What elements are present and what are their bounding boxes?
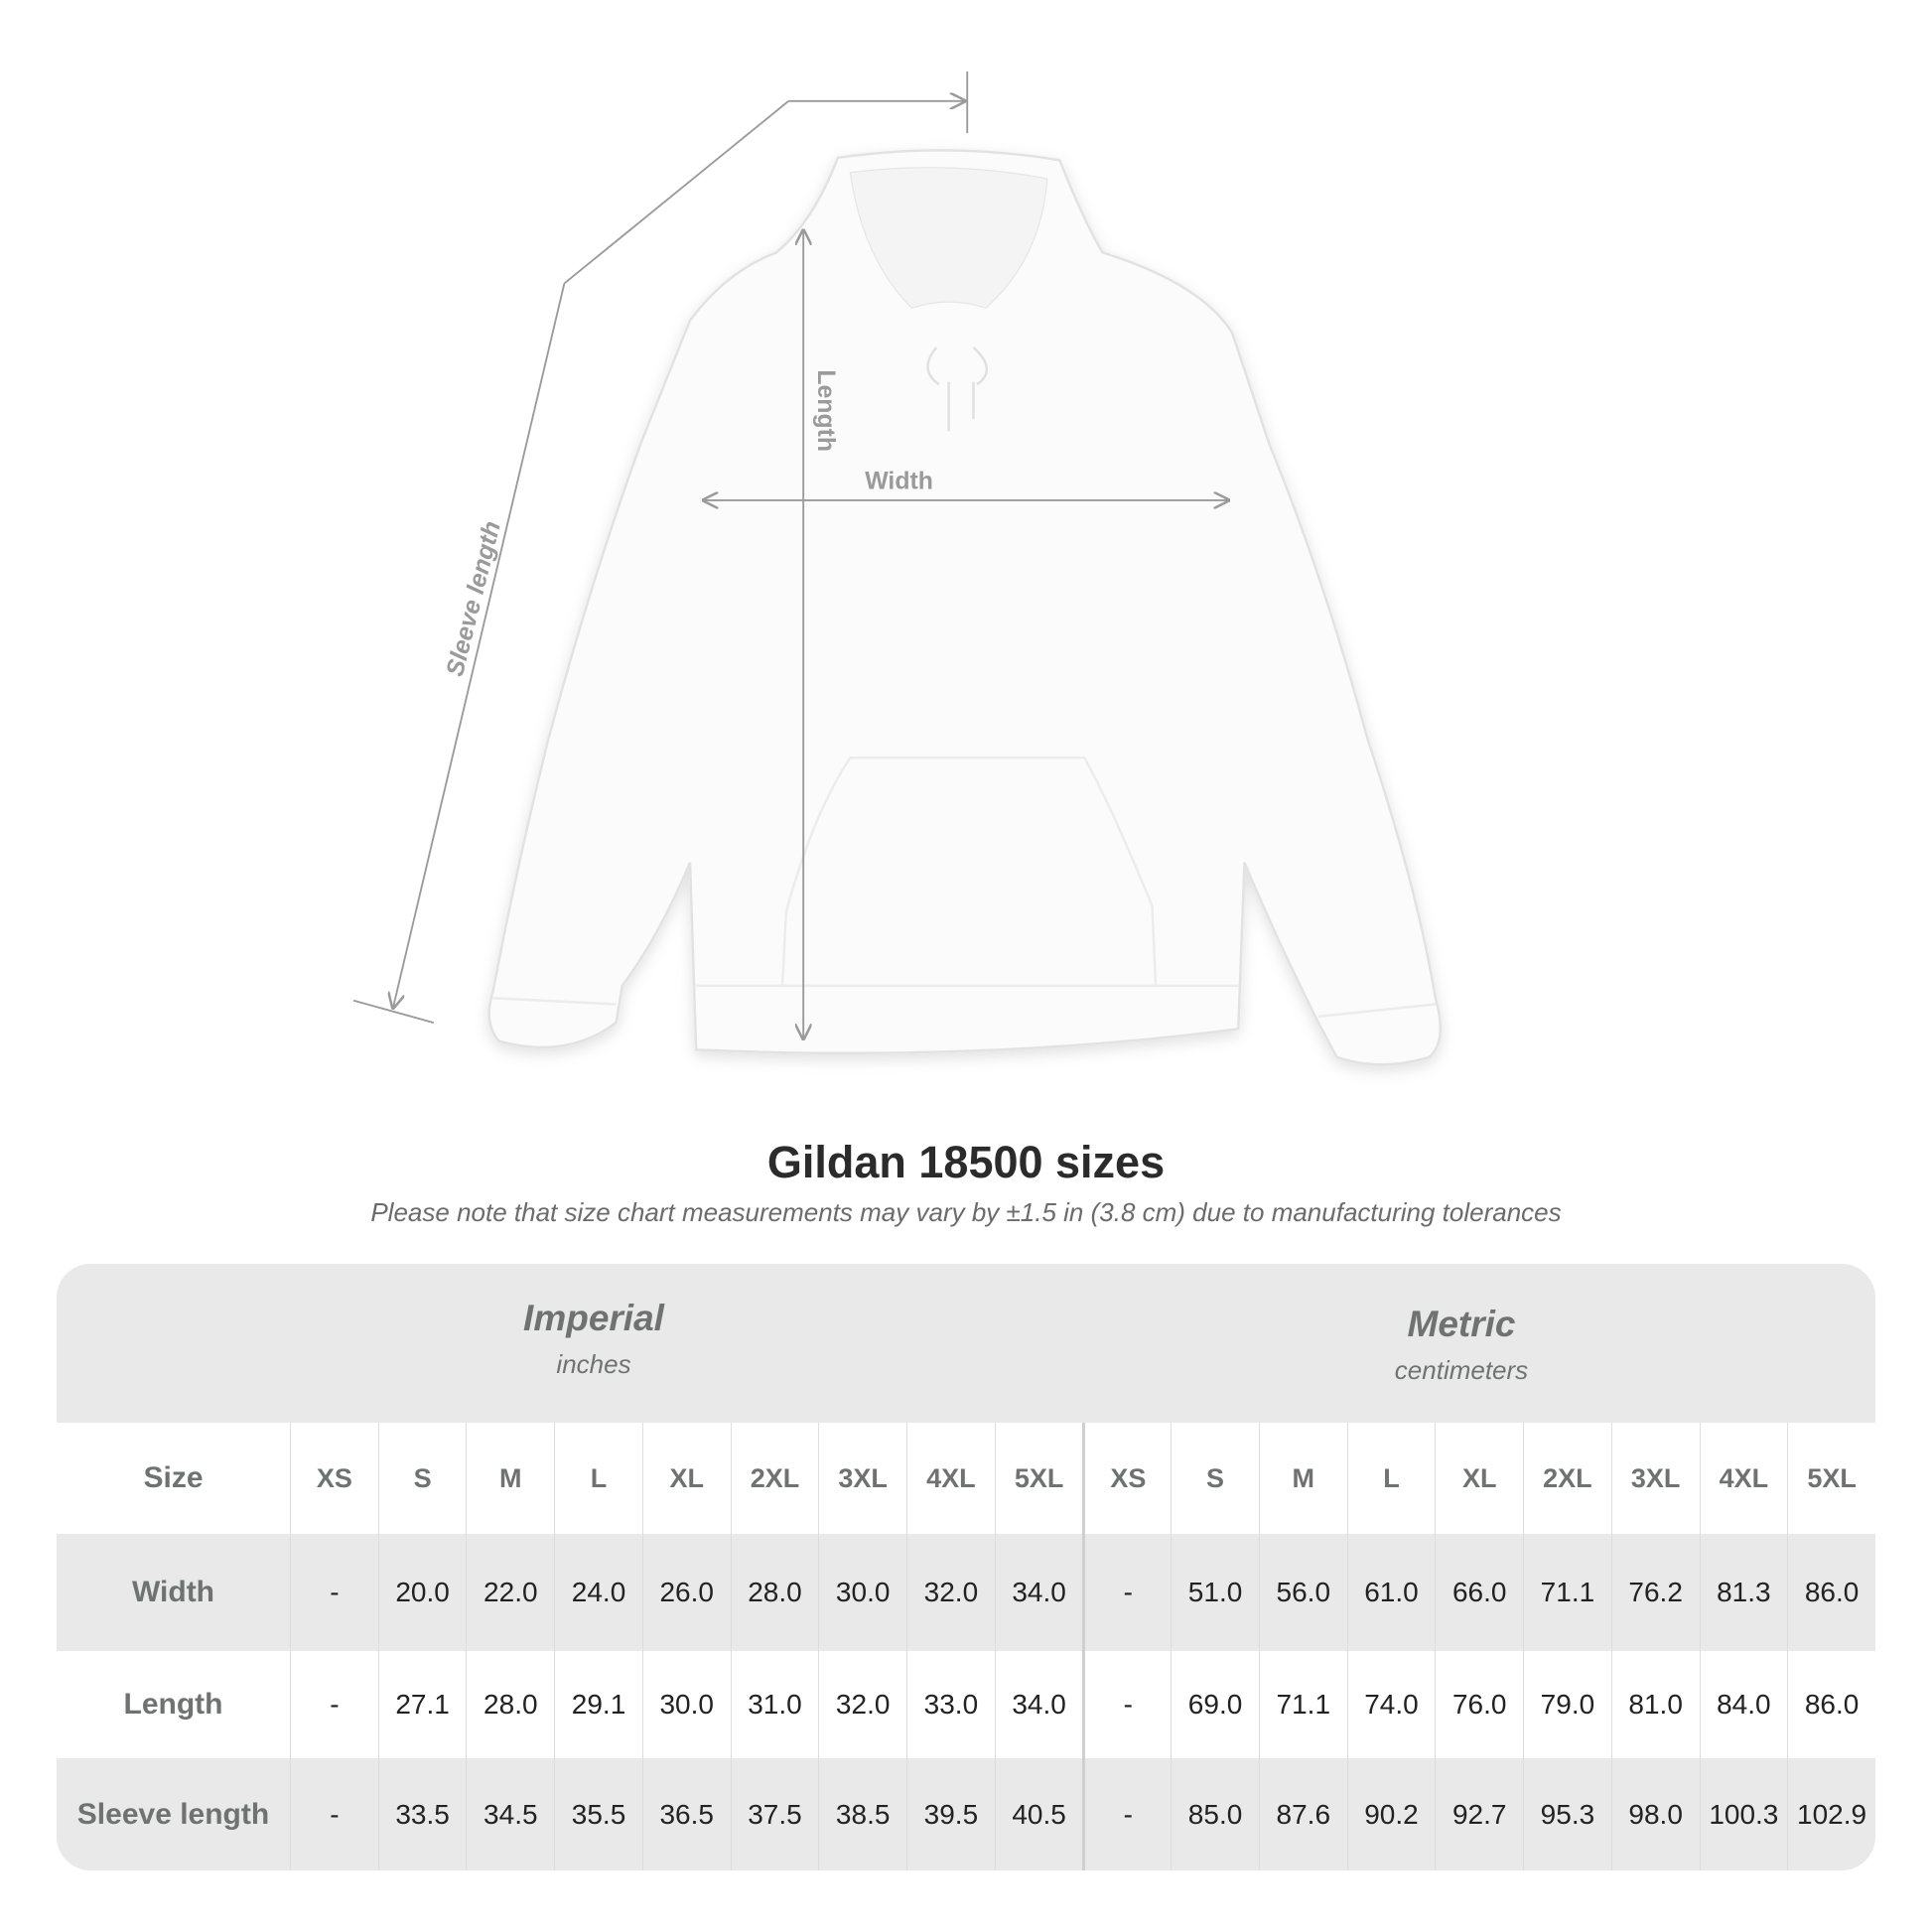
cell-metric-xl: 76.0: [1435, 1651, 1523, 1758]
size-header-imperial-xl: XL: [641, 1423, 731, 1534]
cell-imperial-s: 20.0: [377, 1534, 467, 1651]
row-label: Sleeve length: [76, 1797, 270, 1831]
size-header-metric-xs: XS: [1082, 1423, 1171, 1534]
cell-metric-3xl: 81.0: [1610, 1651, 1700, 1758]
size-header-metric-4xl: 4XL: [1699, 1423, 1788, 1534]
cell-imperial-xs: -: [290, 1534, 378, 1651]
cell-metric-xs: -: [1082, 1534, 1171, 1651]
cell-metric-m: 56.0: [1258, 1534, 1347, 1651]
size-header-imperial-2xl: 2XL: [730, 1423, 819, 1534]
cell-imperial-l: 35.5: [554, 1758, 642, 1870]
cell-imperial-xl: 30.0: [641, 1651, 731, 1758]
page-title: Gildan 18500 sizes: [766, 1137, 1166, 1187]
cell-imperial-5xl: 40.5: [994, 1758, 1083, 1870]
length-label: Length: [812, 369, 839, 452]
cell-metric-2xl: 79.0: [1523, 1651, 1611, 1758]
sleeve-length-label: Sleeve length: [442, 518, 506, 679]
size-header-row: Size XS S M L XL 2XL 3XL 4XL 5XL XS S M L XL 2XL 3XL 4XL…: [57, 1423, 1875, 1534]
size-header-imperial-4xl: 4XL: [906, 1423, 995, 1534]
size-header-metric-s: S: [1171, 1423, 1259, 1534]
cell-imperial-s: 33.5: [377, 1758, 467, 1870]
cell-metric-l: 61.0: [1346, 1534, 1436, 1651]
size-header-metric-3xl: 3XL: [1610, 1423, 1700, 1534]
cell-imperial-2xl: 28.0: [730, 1534, 819, 1651]
cell-imperial-3xl: 30.0: [818, 1534, 906, 1651]
metric-header: Metric centimeters: [1114, 1304, 1809, 1386]
size-header-metric-m: M: [1258, 1423, 1347, 1534]
table-row: Length -27.1 28.0 29.1 30.0 31.0 32.0 33.0 34.0-…: [57, 1651, 1875, 1758]
cell-imperial-4xl: 33.0: [906, 1651, 995, 1758]
cell-metric-l: 74.0: [1346, 1651, 1436, 1758]
cell-imperial-m: 34.5: [466, 1758, 554, 1870]
size-header-imperial-5xl: 5XL: [994, 1423, 1083, 1534]
row-label: Length: [123, 1688, 223, 1721]
table-row: Width -20.0 22.0 24.0 26.0 28.0 30.0 32.0 34.0-5…: [57, 1534, 1875, 1651]
cell-imperial-5xl: 34.0: [994, 1534, 1083, 1651]
cell-imperial-4xl: 32.0: [906, 1534, 995, 1651]
cell-metric-s: 85.0: [1171, 1758, 1259, 1870]
cell-metric-xs: -: [1082, 1651, 1171, 1758]
size-header-imperial-xs: XS: [290, 1423, 378, 1534]
metric-title: Metric: [1407, 1304, 1516, 1344]
size-header-imperial-l: L: [554, 1423, 642, 1534]
size-header-imperial-m: M: [466, 1423, 554, 1534]
hoodie-measurement-diagram: Length Width Sleeve length: [352, 70, 1442, 1066]
imperial-title: Imperial: [523, 1298, 664, 1338]
unit-header: Imperial inches Metric centimeters: [57, 1264, 1875, 1423]
cell-imperial-xs: -: [290, 1651, 378, 1758]
cell-imperial-xl: 26.0: [641, 1534, 731, 1651]
cell-imperial-5xl: 34.0: [994, 1651, 1083, 1758]
cell-metric-5xl: 86.0: [1787, 1651, 1875, 1758]
cell-metric-5xl: 86.0: [1787, 1534, 1875, 1651]
cell-metric-4xl: 100.3: [1699, 1758, 1788, 1870]
width-label: Width: [865, 469, 933, 495]
row-label: Width: [131, 1576, 215, 1608]
cell-metric-2xl: 71.1: [1523, 1534, 1611, 1651]
cell-imperial-xs: -: [290, 1758, 378, 1870]
size-header-metric-2xl: 2XL: [1523, 1423, 1611, 1534]
size-header-metric-l: L: [1346, 1423, 1436, 1534]
cell-metric-xl: 92.7: [1435, 1758, 1523, 1870]
sleeve-bottom-tick: [352, 999, 435, 1025]
cell-metric-5xl: 102.9: [1787, 1758, 1875, 1870]
cell-metric-s: 51.0: [1171, 1534, 1259, 1651]
size-header-imperial-s: S: [377, 1423, 467, 1534]
tolerance-note: Please note that size chart measurements…: [370, 1197, 1562, 1227]
table-row: Sleeve length -33.5 34.5 35.5 36.5 37.5 38.5 39…: [57, 1758, 1875, 1870]
size-header-metric-xl: XL: [1435, 1423, 1523, 1534]
cell-metric-4xl: 81.3: [1699, 1534, 1788, 1651]
cell-imperial-s: 27.1: [377, 1651, 467, 1758]
cell-metric-m: 71.1: [1258, 1651, 1347, 1758]
sleeve-length-line: [393, 283, 566, 1008]
cell-metric-3xl: 98.0: [1610, 1758, 1700, 1870]
cell-imperial-l: 24.0: [554, 1534, 642, 1651]
cell-imperial-3xl: 32.0: [818, 1651, 906, 1758]
cell-metric-l: 90.2: [1346, 1758, 1436, 1870]
cell-imperial-3xl: 38.5: [818, 1758, 906, 1870]
cell-metric-xs: -: [1082, 1758, 1171, 1870]
cell-metric-s: 69.0: [1171, 1651, 1259, 1758]
cell-metric-m: 87.6: [1258, 1758, 1347, 1870]
cell-metric-4xl: 84.0: [1699, 1651, 1788, 1758]
measurement-lines: [352, 70, 1228, 1038]
cell-imperial-l: 29.1: [554, 1651, 642, 1758]
size-header-imperial-3xl: 3XL: [818, 1423, 906, 1534]
cell-imperial-m: 28.0: [466, 1651, 554, 1758]
hoodie-image: [487, 149, 1442, 1066]
imperial-header: Imperial inches: [246, 1298, 941, 1380]
metric-unit: centimeters: [1394, 1355, 1529, 1385]
cell-imperial-4xl: 39.5: [906, 1758, 995, 1870]
cell-metric-2xl: 95.3: [1523, 1758, 1611, 1870]
cell-metric-xl: 66.0: [1435, 1534, 1523, 1651]
cell-imperial-2xl: 31.0: [730, 1651, 819, 1758]
imperial-unit: inches: [556, 1349, 631, 1379]
size-table: Imperial inches Metric centimeters Size …: [57, 1264, 1875, 1870]
cell-imperial-m: 22.0: [466, 1534, 554, 1651]
size-label: Size: [143, 1461, 204, 1494]
cell-imperial-2xl: 37.5: [730, 1758, 819, 1870]
size-header-metric-5xl: 5XL: [1787, 1423, 1875, 1534]
cell-metric-3xl: 76.2: [1610, 1534, 1700, 1651]
cell-imperial-xl: 36.5: [641, 1758, 731, 1870]
